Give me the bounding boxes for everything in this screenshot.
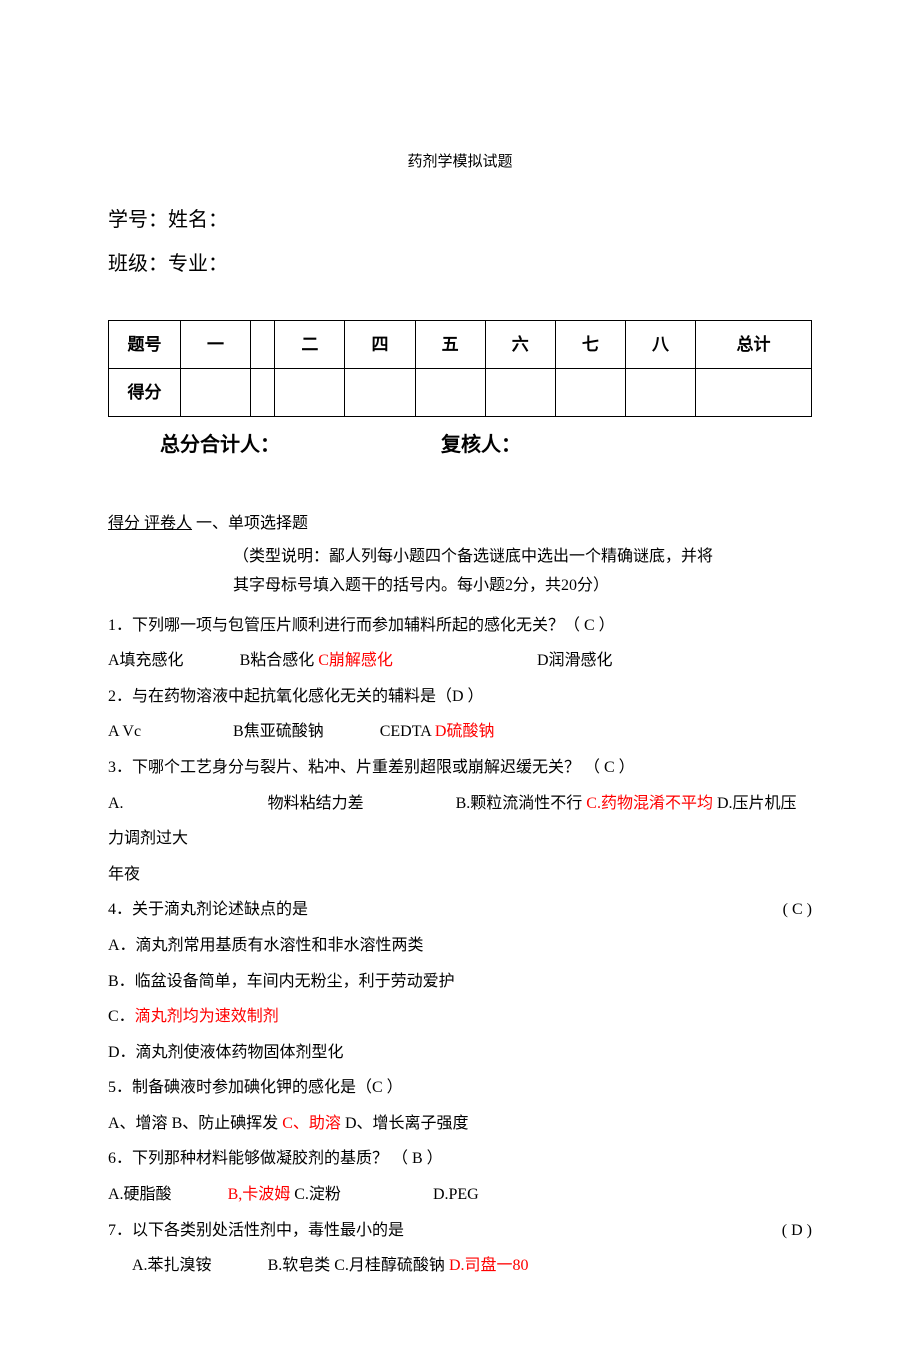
q6-c: C.淀粉 (294, 1186, 341, 1203)
header-cell: 二 (275, 321, 345, 369)
q1-c: C崩解感化 (318, 652, 393, 669)
table-row: 得分 (109, 369, 812, 417)
class-major-row: 班级：专业： (108, 248, 812, 280)
score-cell (696, 369, 812, 417)
q7-text-row: 7．以下各类别处活性剂中，毒性最小的是 ( D ) (108, 1216, 812, 1246)
section-1-header: 得分 评卷人 一、单项选择题 (108, 511, 812, 537)
q1-text: 1．下列哪一项与包管压片顺利进行而参加辅料所起的感化无关？（ C ） (108, 611, 812, 641)
q3-text: 3．下哪个工艺身分与裂片、粘冲、片重差别超限或崩解迟缓无关？ （ C ） (108, 753, 812, 783)
class-label: 班级： (108, 253, 168, 275)
student-name-label: 姓名： (168, 209, 228, 231)
score-cell (625, 369, 695, 417)
q7-d: D.司盘一80 (449, 1257, 529, 1274)
instruction-line-1: （类型说明：鄙人列每小题四个备选谜底中选出一个精确谜底，并将 (233, 548, 713, 565)
instruction-line-2: 其字母标号填入题干的括号内。每小题2分，共20分） (233, 577, 609, 594)
score-cell (415, 369, 485, 417)
q5-b: B、防止碘挥发 (172, 1115, 279, 1132)
q3-cont1: 力调剂过大 (108, 824, 812, 854)
q4-c-prefix: C． (108, 1008, 135, 1025)
q3-d: D.压片机压 (717, 795, 797, 812)
q2-b: B焦亚硫酸钠 (233, 723, 324, 740)
q4-a: A．滴丸剂常用基质有水溶性和非水溶性两类 (108, 931, 812, 961)
totals-row: 总分合计人： 复核人： (108, 429, 812, 461)
q3-a: A. (108, 795, 124, 812)
score-table: 题号 一 二 四 五 六 七 八 总计 得分 (108, 320, 812, 417)
header-cell: 七 (555, 321, 625, 369)
q2-a: A Vc (108, 723, 141, 740)
score-cell (345, 369, 415, 417)
q4-d: D．滴丸剂使液体药物固体剂型化 (108, 1038, 812, 1068)
q5-a: A、增溶 (108, 1115, 168, 1132)
score-label-cell: 得分 (109, 369, 181, 417)
q4-text-row: 4．关于滴丸剂论述缺点的是 ( C ) (108, 895, 812, 925)
q5-c: C、助溶 (282, 1115, 341, 1132)
score-cell (555, 369, 625, 417)
q3-a-text: 物料粘结力差 (268, 795, 364, 812)
q4-answer: ( C ) (783, 895, 812, 925)
q6-a: A.硬脂酸 (108, 1186, 172, 1203)
student-id-label: 学号： (108, 209, 168, 231)
q3-b: B.颗粒流淌性不行 (456, 795, 583, 812)
q4-text: 4．关于滴丸剂论述缺点的是 (108, 901, 308, 918)
q2-d: D硫酸钠 (435, 723, 495, 740)
q7-c: C.月桂醇硫酸钠 (334, 1257, 445, 1274)
q1-d: D润滑感化 (537, 652, 613, 669)
header-cell: 六 (485, 321, 555, 369)
score-cell (275, 369, 345, 417)
table-row: 题号 一 二 四 五 六 七 八 总计 (109, 321, 812, 369)
reviewer-label: 复核人： (441, 434, 521, 456)
header-cell: 四 (345, 321, 415, 369)
q4-c-text: 滴丸剂均为速效制剂 (135, 1008, 279, 1025)
q6-d: D.PEG (433, 1186, 479, 1203)
score-cell (251, 369, 275, 417)
q7-a: A.苯扎溴铵 (132, 1257, 212, 1274)
q7-options: A.苯扎溴铵 B.软皂类 C.月桂醇硫酸钠 D.司盘一80 (108, 1251, 812, 1281)
q7-text: 7．以下各类别处活性剂中，毒性最小的是 (108, 1222, 404, 1239)
score-reviewer-label: 得分 评卷人 (108, 515, 192, 532)
q1-options: A填充感化 B粘合感化 C崩解感化 D润滑感化 (108, 646, 812, 676)
q5-text: 5．制备碘液时参加碘化钾的感化是（C ） (108, 1073, 812, 1103)
q5-options: A、增溶 B、防止碘挥发 C、助溶 D、增长离子强度 (108, 1109, 812, 1139)
sum-person-label: 总分合计人： (160, 434, 280, 456)
q6-b: B,卡波姆 (228, 1186, 291, 1203)
q2-text: 2．与在药物溶液中起抗氧化感化无关的辅料是（D ） (108, 682, 812, 712)
q5-d: D、增长离子强度 (345, 1115, 469, 1132)
student-id-name-row: 学号：姓名： (108, 204, 812, 236)
q7-b: B.软皂类 (268, 1257, 331, 1274)
major-label: 专业： (168, 253, 228, 275)
score-cell (485, 369, 555, 417)
q3-cont2: 年夜 (108, 860, 812, 890)
section-1-title: 一、单项选择题 (196, 515, 308, 532)
q2-c: CEDTA (380, 723, 431, 740)
q1-b: B粘合感化 (240, 652, 315, 669)
q1-a: A填充感化 (108, 652, 184, 669)
q2-options: A Vc B焦亚硫酸钠 CEDTA D硫酸钠 (108, 717, 812, 747)
score-cell (181, 369, 251, 417)
q4-b: B．临盆设备简单，车间内无粉尘，利于劳动爱护 (108, 967, 812, 997)
document-title: 药剂学模拟试题 (108, 150, 812, 174)
q6-options: A.硬脂酸 B,卡波姆 C.淀粉 D.PEG (108, 1180, 812, 1210)
q6-text: 6．下列那种材料能够做凝胶剂的基质？ （ B ） (108, 1144, 812, 1174)
header-cell: 一 (181, 321, 251, 369)
header-cell: 题号 (109, 321, 181, 369)
q7-answer: ( D ) (782, 1216, 812, 1246)
header-cell: 八 (625, 321, 695, 369)
header-cell (251, 321, 275, 369)
q3-c: C.药物混淆不平均 (586, 795, 713, 812)
header-cell: 五 (415, 321, 485, 369)
q3-options: A. 物料粘结力差 B.颗粒流淌性不行 C.药物混淆不平均 D.压片机压 (108, 789, 812, 819)
q4-c-row: C．滴丸剂均为速效制剂 (108, 1002, 812, 1032)
header-cell: 总计 (696, 321, 812, 369)
section-1-instruction: （类型说明：鄙人列每小题四个备选谜底中选出一个精确谜底，并将 其字母标号填入题干… (108, 543, 812, 601)
